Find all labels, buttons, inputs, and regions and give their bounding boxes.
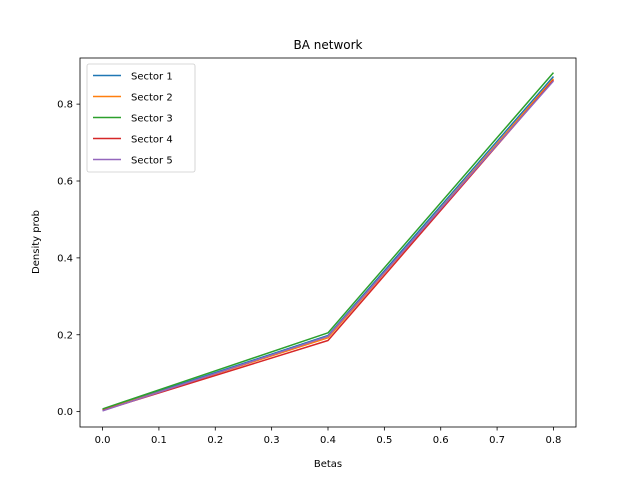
y-tick-label: 0.2 <box>57 330 73 341</box>
x-tick-label: 0.4 <box>320 435 336 446</box>
y-tick-label: 0.4 <box>57 253 73 264</box>
legend-label-2: Sector 2 <box>131 93 173 104</box>
x-tick-label: 0.0 <box>95 435 111 446</box>
x-axis-label: Betas <box>314 459 342 470</box>
legend-label-5: Sector 5 <box>131 156 173 167</box>
y-tick-label: 0.8 <box>57 100 73 111</box>
chart-title: BA network <box>294 38 363 52</box>
legend-label-3: Sector 3 <box>131 114 173 125</box>
legend-label-4: Sector 4 <box>131 135 173 146</box>
series-line-5 <box>102 80 555 412</box>
series-line-3 <box>102 72 555 410</box>
x-tick-label: 0.2 <box>207 435 223 446</box>
y-tick-label: 0.6 <box>57 177 73 188</box>
x-tick-label: 0.1 <box>151 435 167 446</box>
legend-box <box>86 63 196 173</box>
legend-label-1: Sector 1 <box>131 72 173 83</box>
axis-ticks: 0.0 0.1 0.2 0.3 0.4 0.5 0.6 0.7 0.8 0.0 0.2 0.4 0.6 0… <box>57 100 561 446</box>
y-tick-label: 0.0 <box>57 407 73 418</box>
x-tick-label: 0.5 <box>376 435 392 446</box>
x-tick-label: 0.3 <box>264 435 280 446</box>
x-tick-label: 0.8 <box>546 435 562 446</box>
legend: Sector 1 Sector 2 Sector 3 Sector 4 Sector 5 <box>86 63 196 173</box>
plot-area <box>79 57 577 428</box>
x-tick-label: 0.7 <box>489 435 505 446</box>
x-tick-label: 0.6 <box>433 435 449 446</box>
y-axis-label: Density prob <box>31 210 42 274</box>
